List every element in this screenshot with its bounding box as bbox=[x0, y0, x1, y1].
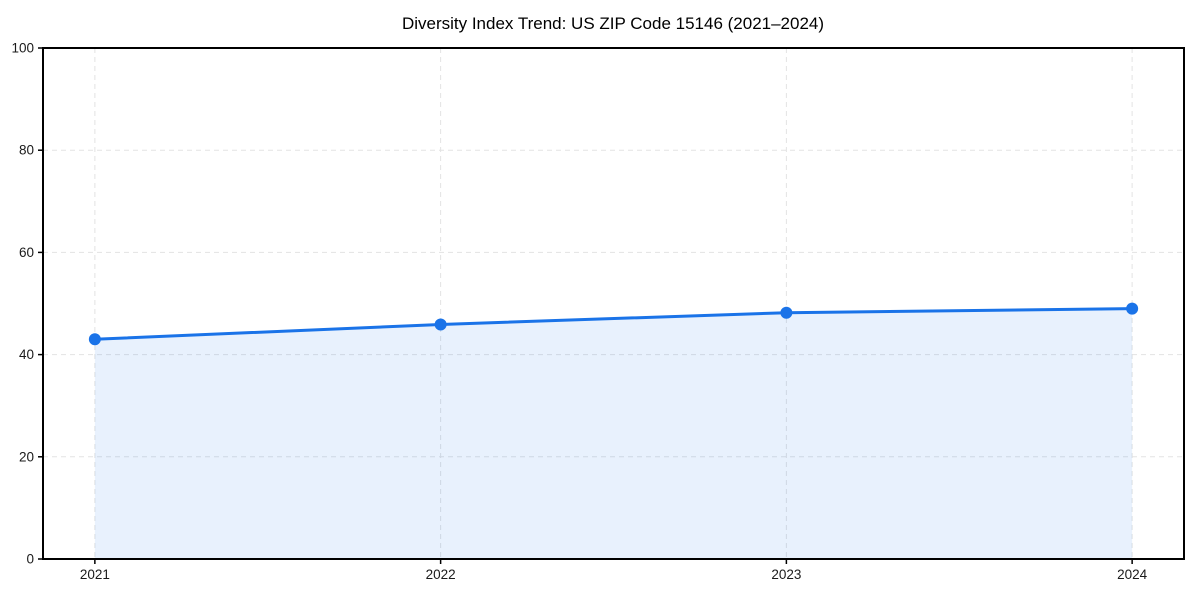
data-point-marker bbox=[1126, 302, 1139, 315]
x-tick-label: 2024 bbox=[1117, 567, 1148, 582]
plot-border bbox=[42, 47, 1185, 560]
data-point-marker bbox=[88, 333, 101, 346]
y-tick-label: 20 bbox=[19, 449, 34, 464]
x-tick-label: 2023 bbox=[771, 567, 801, 582]
x-tick-label: 2021 bbox=[80, 567, 110, 582]
y-tick-label: 80 bbox=[19, 143, 34, 158]
tick-labels-layer: 0 20 40 60 80 100 2021 2022 2023 2024 bbox=[11, 41, 1147, 583]
x-tick-label: 2022 bbox=[426, 567, 456, 582]
series-layer bbox=[88, 302, 1139, 559]
axis-ticks-layer bbox=[38, 47, 1133, 564]
area-fill bbox=[94, 308, 1133, 559]
y-tick-label: 0 bbox=[26, 552, 34, 567]
data-point-marker bbox=[434, 318, 447, 331]
chart-title: Diversity Index Trend: US ZIP Code 15146… bbox=[402, 14, 824, 33]
y-tick-label: 60 bbox=[19, 245, 34, 260]
y-tick-label: 100 bbox=[11, 41, 34, 56]
trend-line bbox=[93, 307, 1134, 341]
data-point-marker bbox=[780, 306, 793, 319]
axis-spines-layer bbox=[42, 47, 1185, 560]
y-tick-label: 40 bbox=[19, 347, 34, 362]
